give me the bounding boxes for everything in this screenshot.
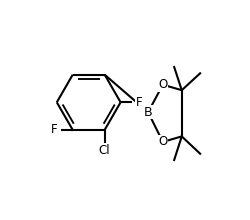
Text: Cl: Cl xyxy=(99,144,110,157)
Text: F: F xyxy=(51,123,58,136)
Text: F: F xyxy=(136,96,142,109)
Text: O: O xyxy=(158,135,168,149)
Text: B: B xyxy=(144,106,152,119)
Text: O: O xyxy=(158,78,168,91)
